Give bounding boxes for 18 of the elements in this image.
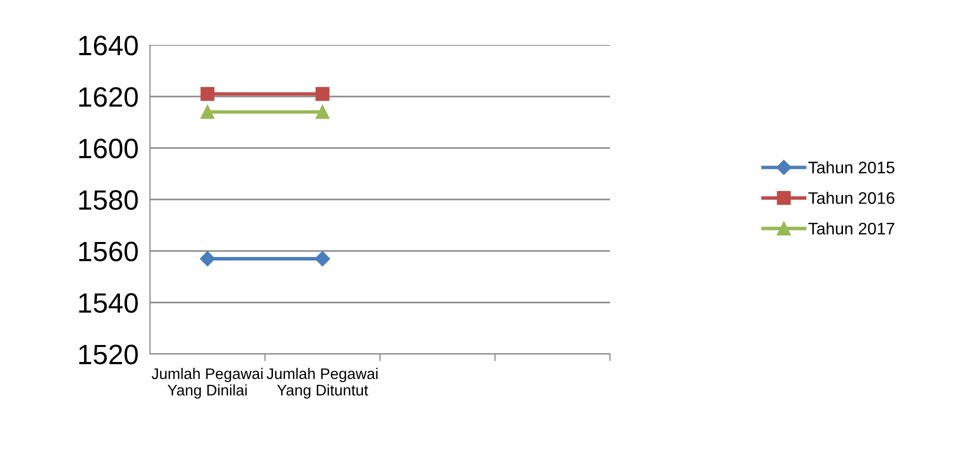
x-tick-label: Jumlah Pegawai Yang Dinilai (152, 368, 263, 399)
point (316, 105, 330, 119)
legend-label: Tahun 2016 (808, 192, 894, 204)
point (200, 251, 216, 266)
y-tick-label: 1600 (79, 138, 138, 158)
y-tick-label: 1640 (79, 36, 138, 56)
point (316, 86, 330, 101)
point (200, 86, 214, 101)
y-tick-label: 1620 (79, 87, 138, 107)
point (200, 105, 214, 119)
legend-label: Tahun 2017 (808, 222, 894, 235)
legend-label: Tahun 2015 (808, 161, 894, 174)
y-tick-label: 1580 (79, 190, 138, 210)
x-tick-label: Jumlah Pegawai Yang Dituntut (266, 368, 378, 399)
y-tick-label: 1560 (79, 242, 138, 262)
y-tick-label: 1520 (79, 344, 138, 364)
point (314, 251, 330, 266)
y-tick-label: 1540 (79, 293, 138, 313)
